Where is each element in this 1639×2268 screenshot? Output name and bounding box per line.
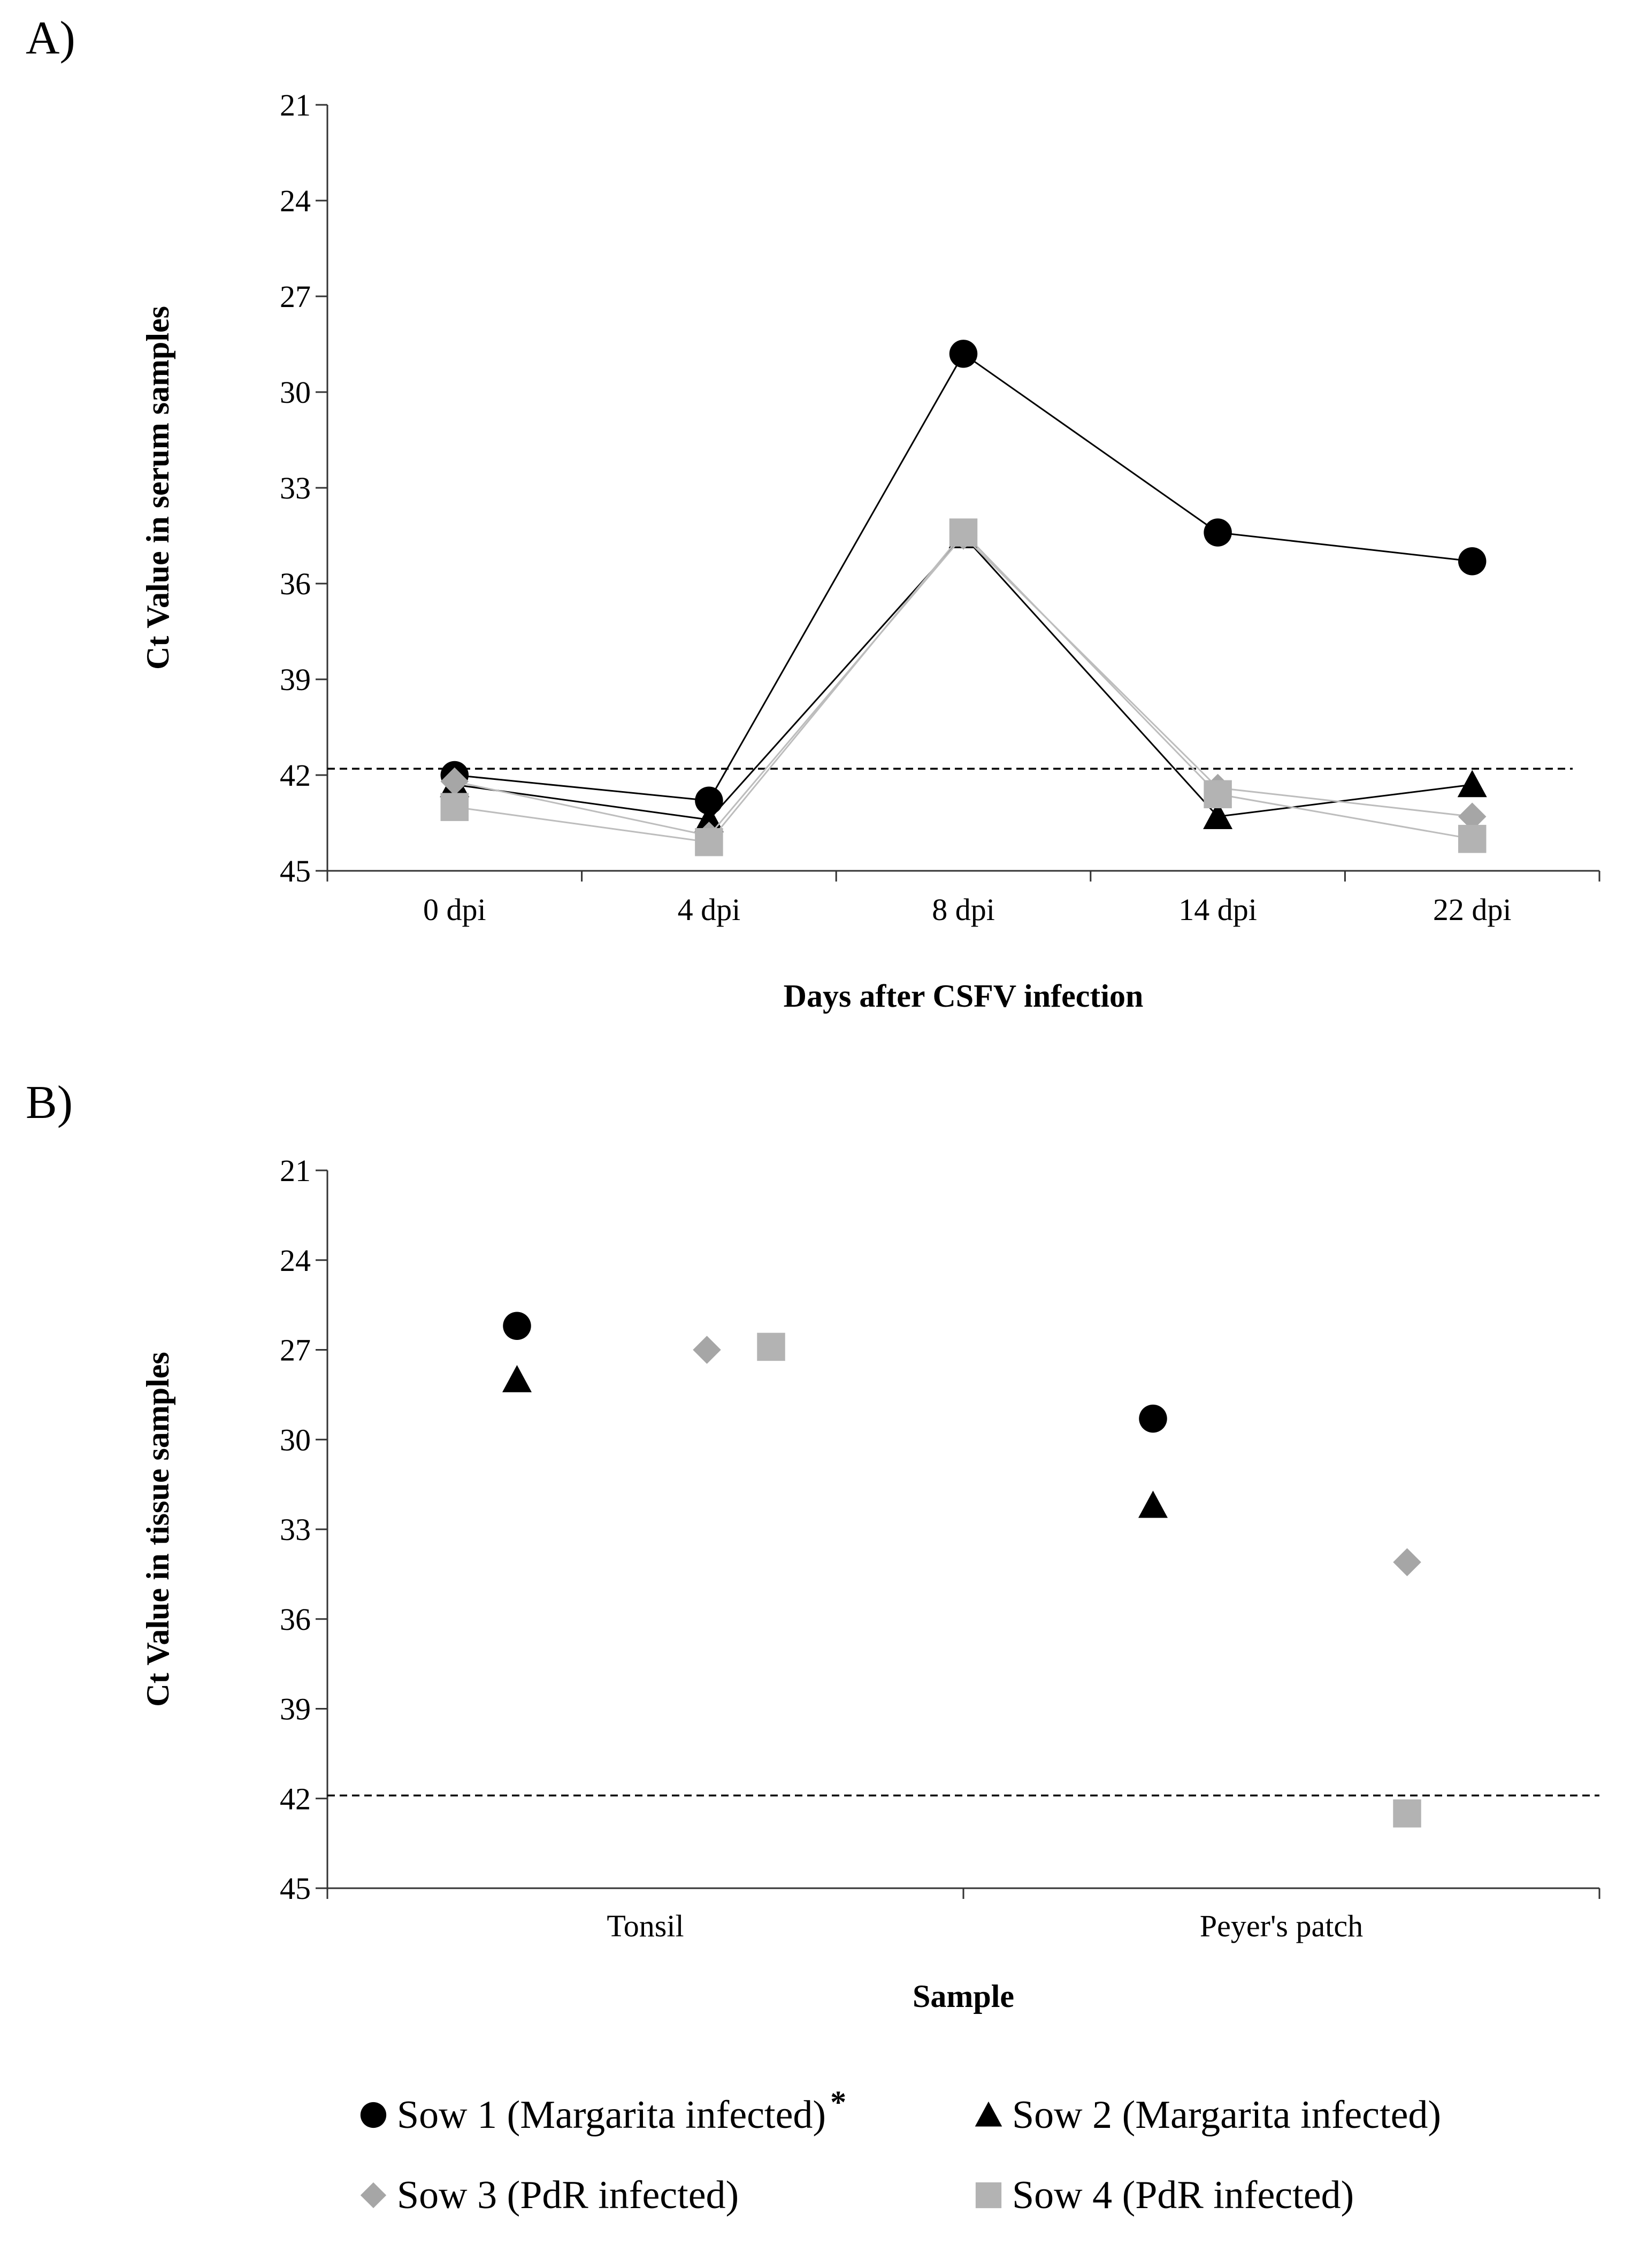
x-tick-label: 0 dpi [423, 892, 486, 927]
y-tick-label: 24 [280, 183, 311, 218]
data-point-sow-1 [695, 786, 723, 815]
legend-label: Sow 1 (Margarita infected) [397, 2093, 826, 2137]
y-tick-label: 45 [280, 854, 311, 888]
y-tick-label: 27 [280, 1333, 311, 1368]
y-tick-label: 30 [280, 1422, 311, 1457]
y-tick-label: 45 [280, 1871, 311, 1906]
data-point-sow-1 [949, 340, 978, 368]
x-tick-label: 8 dpi [932, 892, 995, 927]
y-axis-title: Ct Value in tissue samples [140, 1352, 175, 1706]
data-point-sow-2 [694, 805, 724, 832]
y-tick-label: 36 [280, 566, 311, 601]
x-axis-title: Sample [913, 1979, 1014, 2014]
data-point-sow-2 [1457, 770, 1487, 798]
data-point-sow-2 [1138, 1490, 1168, 1518]
panel-b-chart: B) 21 24 27 30 33 36 39 42 45 Tonsil Peyer's patch S… [26, 1077, 1600, 2014]
y-tick-label: 39 [280, 662, 311, 697]
series-line-sow-1 [454, 353, 1473, 802]
data-point-sow-2 [1203, 802, 1233, 829]
data-point-sow-4 [695, 828, 723, 856]
data-point-sow-3 [1458, 802, 1487, 831]
panel-a-chart: A) 21 24 27 30 33 36 39 42 45 0 dpi 4 dpi 8 dpi 14 dp… [26, 12, 1600, 1014]
legend-item-sow-1: Sow 1 (Margarita infected) * [360, 2085, 846, 2137]
data-point-sow-4 [1204, 780, 1232, 809]
y-tick-label: 21 [280, 88, 311, 122]
y-tick-label: 27 [280, 279, 311, 314]
data-point-sow-4 [1458, 825, 1487, 853]
data-point-sow-4 [757, 1332, 785, 1361]
y-tick-label: 42 [280, 758, 311, 793]
y-axis-title: Ct Value in serum samples [140, 306, 175, 670]
panel-label: B) [26, 1077, 73, 1129]
legend-marker-diamond [360, 2182, 387, 2209]
data-point-sow-1 [1204, 518, 1232, 547]
legend-label: Sow 4 (PdR infected) [1012, 2173, 1354, 2217]
x-tick-label: 4 dpi [678, 892, 741, 927]
x-tick-label: 14 dpi [1178, 892, 1257, 927]
series-line-sow-4 [454, 531, 1473, 843]
data-point-sow-4 [1393, 1799, 1421, 1828]
x-axis-title: Days after CSFV infection [784, 978, 1144, 1014]
data-point-sow-2 [502, 1365, 532, 1392]
legend-item-sow-2: Sow 2 (Margarita infected) [975, 2093, 1441, 2137]
series-line-sow-2 [454, 534, 1473, 821]
x-tick-label: Peyer's patch [1200, 1909, 1363, 1943]
legend-item-sow-3: Sow 3 (PdR infected) [360, 2173, 739, 2217]
y-tick-label: 30 [280, 375, 311, 410]
y-tick-label: 33 [280, 471, 311, 505]
data-point-sow-3 [693, 1336, 721, 1364]
footnote-asterisk: * [830, 2085, 846, 2120]
data-point-sow-1 [1139, 1404, 1167, 1433]
y-tick-label: 36 [280, 1602, 311, 1637]
legend-marker-circle [360, 2102, 387, 2128]
legend-item-sow-4: Sow 4 (PdR infected) [975, 2173, 1354, 2217]
y-tick-label: 24 [280, 1243, 311, 1278]
data-point-sow-4 [440, 793, 469, 821]
legend-marker-triangle [975, 2101, 1002, 2127]
y-tick-label: 21 [280, 1153, 311, 1188]
panel-label: A) [26, 12, 75, 64]
data-point-sow-3 [440, 767, 469, 796]
x-tick-label: 22 dpi [1433, 892, 1512, 927]
legend-label: Sow 2 (Margarita infected) [1012, 2093, 1441, 2137]
data-point-sow-1 [1458, 547, 1487, 576]
x-tick-label: Tonsil [607, 1909, 684, 1943]
y-tick-label: 33 [280, 1512, 311, 1547]
data-point-sow-3 [1393, 1548, 1421, 1576]
data-point-sow-4 [949, 518, 978, 547]
data-point-sow-1 [503, 1312, 531, 1340]
y-tick-label: 42 [280, 1781, 311, 1816]
legend-marker-square [975, 2182, 1002, 2209]
y-tick-label: 39 [280, 1692, 311, 1727]
legend-label: Sow 3 (PdR infected) [397, 2173, 739, 2217]
legend: Sow 1 (Margarita infected) * Sow 2 (Margar… [360, 2085, 1441, 2217]
